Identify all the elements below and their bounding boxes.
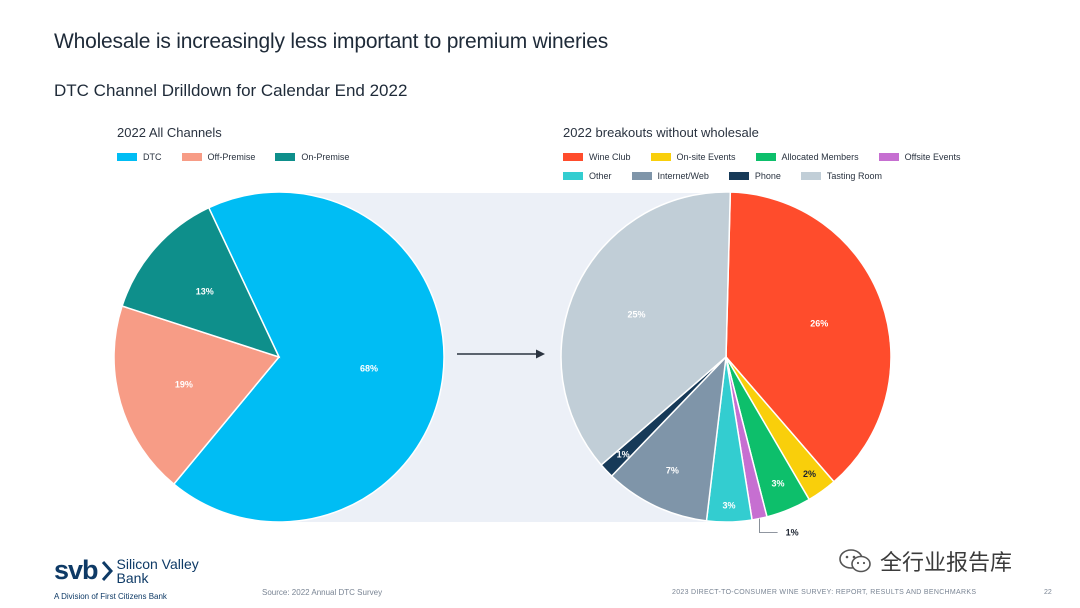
right-label-on-site-events: 2%: [803, 469, 816, 479]
right-legend-other: Other: [563, 166, 612, 185]
left-legend-on-premise: On-Premise: [275, 147, 349, 166]
right-label-internet-web: 7%: [666, 465, 679, 475]
legend-swatch: [563, 152, 583, 161]
right-slice-wine-club: [725, 191, 892, 483]
right-label-other: 3%: [722, 501, 735, 511]
legend-label: On-Premise: [301, 151, 350, 162]
right-slice-tasting-room: [560, 191, 732, 466]
legend-swatch: [181, 152, 202, 161]
left-legend-dtc: DTC: [117, 147, 162, 166]
left-slice-dtc: [172, 191, 445, 523]
legend-swatch: [275, 152, 296, 161]
pie-left: 68% 19% 13%: [113, 191, 445, 523]
legend-label: Tasting Room: [826, 170, 882, 181]
right-chart-title: 2022 breakouts without wholesale: [563, 125, 759, 140]
logo-name-line2: Bank: [116, 569, 149, 586]
legend-label: Internet/Web: [657, 170, 709, 181]
legend-swatch: [650, 152, 671, 161]
left-label-off-premise: 19%: [175, 380, 193, 390]
arrow-head: [536, 349, 545, 359]
watermark-text: 全行业报告库: [880, 550, 1013, 575]
legend-label: Offsite Events: [904, 151, 961, 162]
legend-label: Off-Premise: [207, 151, 256, 162]
right-label-wine-club: 26%: [810, 319, 828, 329]
right-legend-wine-club: Wine Club: [563, 147, 631, 166]
legend-label: Wine Club: [589, 151, 631, 162]
legend-swatch: [728, 171, 749, 180]
right-label-tasting-room: 25%: [627, 310, 645, 320]
legend-label: On-site Events: [676, 151, 736, 162]
right-legend: Wine Club On-site Events Allocated Members…: [563, 147, 1043, 185]
right-legend-tasting-room: Tasting Room: [800, 166, 882, 185]
right-legend-phone: Phone: [728, 166, 781, 185]
page-number: 22: [1044, 589, 1052, 596]
right-leader-offsite-events: [759, 518, 778, 533]
chevron-right-icon: [101, 560, 113, 581]
legend-swatch: [563, 171, 583, 180]
left-slice-off-premise: [113, 305, 281, 486]
right-label-offsite-events: 1%: [786, 528, 799, 538]
watermark: 全行业报告库: [838, 545, 1012, 577]
right-slice-internet-web: [610, 354, 728, 522]
logo-name-line1: Silicon Valley: [116, 555, 199, 572]
legend-label: Phone: [754, 170, 781, 181]
logo: svb Silicon Valley Bank: [54, 555, 199, 586]
right-legend-on-site-events: On-site Events: [650, 147, 736, 166]
legend-swatch: [117, 152, 137, 161]
legend-swatch: [631, 171, 652, 180]
left-label-on-premise: 13%: [196, 287, 214, 297]
legend-swatch: [755, 152, 776, 161]
logo-mark: svb: [54, 555, 99, 585]
wechat-icon: [839, 549, 871, 573]
right-legend-internet-web: Internet/Web: [631, 166, 709, 185]
left-slice-on-premise: [121, 206, 281, 359]
left-legend-off-premise: Off-Premise: [181, 147, 256, 166]
right-legend-allocated-members: Allocated Members: [755, 147, 859, 166]
right-legend-offsite-events: Offsite Events: [878, 147, 961, 166]
logo-tagline: A Division of First Citizens Bank: [54, 592, 167, 601]
legend-swatch: [800, 171, 821, 180]
slide-subtitle: DTC Channel Drilldown for Calendar End 2…: [54, 81, 408, 100]
left-label-dtc: 68%: [360, 363, 378, 373]
legend-label: Other: [589, 170, 612, 181]
footer-text: 2023 DIRECT-TO-CONSUMER WINE SURVEY: REP…: [672, 589, 977, 596]
legend-swatch: [878, 152, 899, 161]
pie-right: 26% 2% 3% 1% 3% 7% 1% 25%: [560, 191, 892, 538]
legend-label: Allocated Members: [781, 151, 859, 162]
right-label-allocated-members: 3%: [771, 479, 784, 489]
left-legend: DTC Off-Premise On-Premise: [117, 147, 447, 166]
legend-label: DTC: [143, 151, 162, 162]
source-note: Source: 2022 Annual DTC Survey: [262, 588, 383, 597]
right-label-phone: 1%: [617, 450, 630, 460]
left-chart-title: 2022 All Channels: [117, 125, 222, 140]
slide-title: Wholesale is increasingly less important…: [54, 30, 609, 53]
